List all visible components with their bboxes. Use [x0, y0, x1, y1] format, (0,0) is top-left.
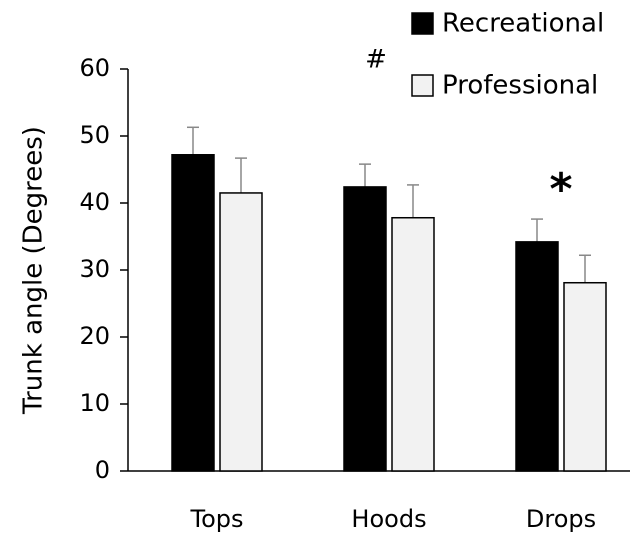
y-tick-label: 60 — [79, 54, 110, 82]
bar — [343, 186, 387, 472]
y-axis-label: Trunk angle (Degrees) — [19, 126, 49, 415]
legend-swatch — [411, 12, 434, 35]
bar — [391, 216, 435, 472]
x-tick-label: Hoods — [351, 505, 426, 533]
bar — [515, 241, 559, 472]
x-tick-label: Drops — [526, 505, 596, 533]
annotation: * — [549, 164, 572, 215]
y-tick-label: 30 — [79, 255, 110, 283]
x-tick-label: Tops — [189, 505, 243, 533]
bar — [563, 281, 607, 472]
y-tick-label: 50 — [79, 121, 110, 149]
y-tick-label: 40 — [79, 188, 110, 216]
annotation: # — [365, 45, 387, 75]
legend-label: Recreational — [442, 9, 604, 39]
bar — [171, 154, 215, 472]
legend-label: Professional — [442, 71, 598, 101]
y-tick-label: 10 — [79, 389, 110, 417]
y-tick-label: 0 — [95, 456, 110, 484]
legend-swatch — [411, 74, 434, 97]
bar — [219, 192, 263, 472]
y-tick-label: 20 — [79, 322, 110, 350]
